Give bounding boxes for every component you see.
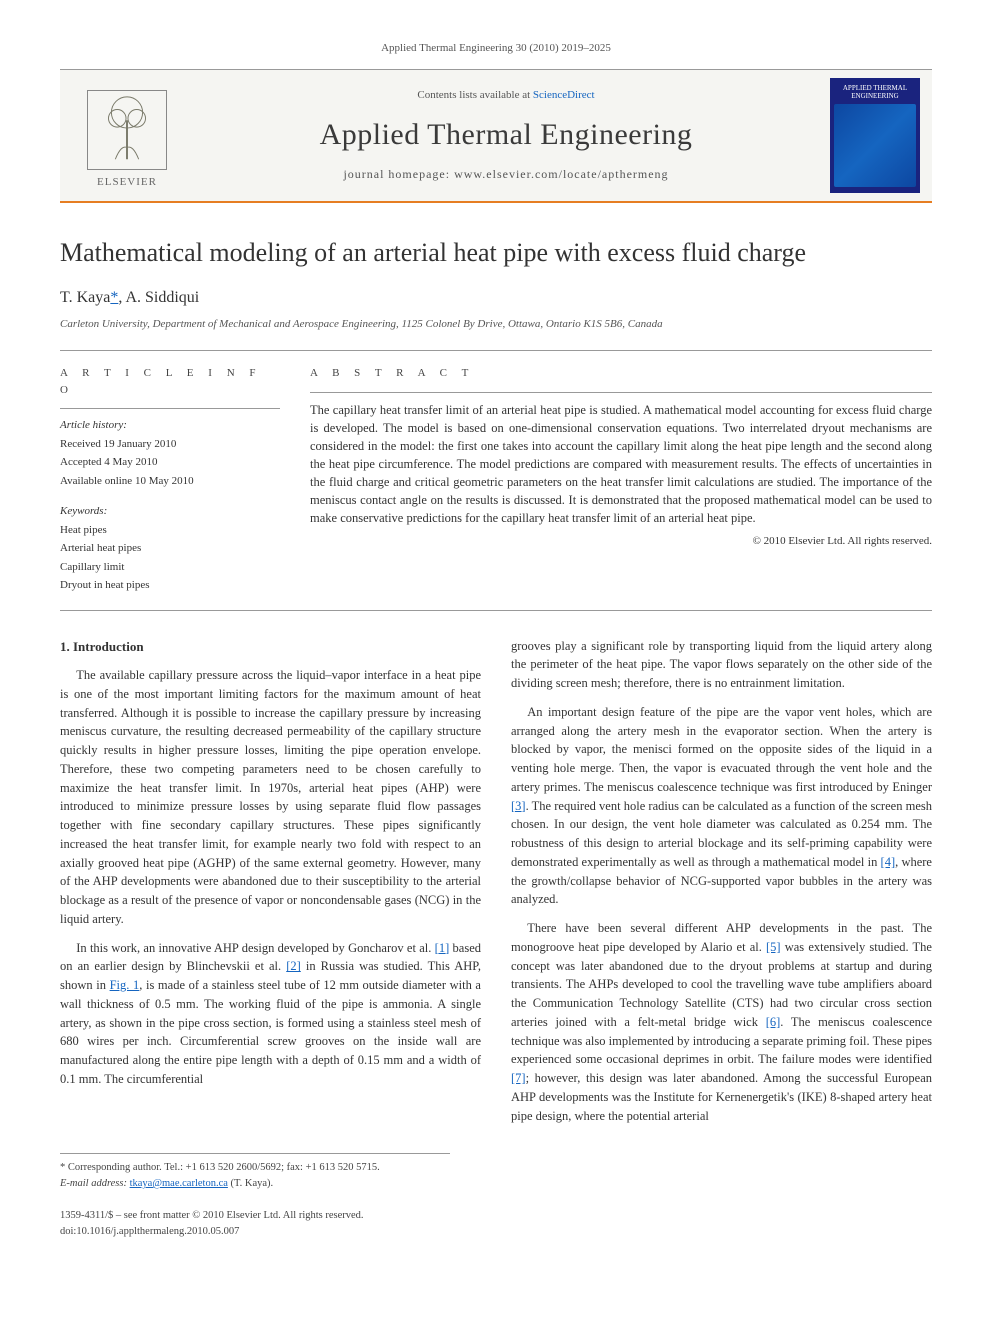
email-tail: (T. Kaya). [228,1178,273,1189]
keywords-head: Keywords: [60,503,280,520]
body-p3: grooves play a significant role by trans… [511,637,932,693]
p2-a: In this work, an innovative AHP design d… [76,941,434,955]
meta-row: A R T I C L E I N F O Article history: R… [60,365,932,596]
rule-top [60,350,932,351]
abstract-rule [310,392,932,393]
ref-2[interactable]: [2] [286,959,301,973]
email-line: E-mail address: tkaya@mae.carleton.ca (T… [60,1176,450,1192]
article-info: A R T I C L E I N F O Article history: R… [60,365,280,596]
journal-banner: ELSEVIER Contents lists available at Sci… [60,69,932,203]
article-title: Mathematical modeling of an arterial hea… [60,233,932,272]
p4-b: . The required vent hole radius can be c… [511,799,932,869]
email-label: E-mail address: [60,1178,130,1189]
banner-center: Contents lists available at ScienceDirec… [194,87,818,183]
author-2: , A. Siddiqui [118,289,199,306]
body-p5: There have been several different AHP de… [511,919,932,1125]
elsevier-tree-icon [87,90,167,170]
sciencedirect-link[interactable]: ScienceDirect [533,89,595,101]
contents-prefix: Contents lists available at [417,89,532,101]
keyword-3: Capillary limit [60,559,280,576]
keyword-4: Dryout in heat pipes [60,577,280,594]
body-p2: In this work, an innovative AHP design d… [60,939,481,1089]
history-received: Received 19 January 2010 [60,436,280,453]
info-rule [60,408,280,409]
keyword-1: Heat pipes [60,522,280,539]
author-1: T. Kaya [60,289,110,306]
cover-art [834,104,916,186]
journal-cover: APPLIED THERMAL ENGINEERING [830,78,920,193]
journal-homepage: journal homepage: www.elsevier.com/locat… [194,165,818,183]
rule-bottom [60,610,932,611]
p5-d: ; however, this design was later abandon… [511,1071,932,1123]
doi-line: doi:10.1016/j.applthermaleng.2010.05.007 [60,1224,932,1240]
ref-1[interactable]: [1] [435,941,450,955]
abstract-block: A B S T R A C T The capillary heat trans… [310,365,932,596]
ref-3[interactable]: [3] [511,799,526,813]
body-columns: 1. Introduction The available capillary … [60,637,932,1126]
section-1-heading: 1. Introduction [60,637,481,657]
abstract-body: The capillary heat transfer limit of an … [310,401,932,528]
body-p1: The available capillary pressure across … [60,666,481,929]
cover-title: APPLIED THERMAL ENGINEERING [834,84,916,101]
affiliation: Carleton University, Department of Mecha… [60,316,932,333]
contents-line: Contents lists available at ScienceDirec… [194,87,818,104]
ref-6[interactable]: [6] [766,1015,781,1029]
info-label: A R T I C L E I N F O [60,365,280,398]
history-online: Available online 10 May 2010 [60,473,280,490]
history-accepted: Accepted 4 May 2010 [60,454,280,471]
email-link[interactable]: tkaya@mae.carleton.ca [130,1178,228,1189]
fig-1-link[interactable]: Fig. 1 [110,978,140,992]
p2-d: , is made of a stainless steel tube of 1… [60,978,481,1086]
keyword-2: Arterial heat pipes [60,540,280,557]
elsevier-label: ELSEVIER [97,174,157,191]
corresponding-author-note: * Corresponding author. Tel.: +1 613 520… [60,1160,450,1176]
front-matter-line: 1359-4311/$ – see front matter © 2010 El… [60,1208,932,1224]
publisher-logo-block: ELSEVIER [72,80,182,190]
ref-5[interactable]: [5] [766,940,781,954]
journal-title: Applied Thermal Engineering [194,112,818,157]
abstract-label: A B S T R A C T [310,365,932,382]
abstract-copyright: © 2010 Elsevier Ltd. All rights reserved… [310,533,932,550]
ref-7[interactable]: [7] [511,1071,526,1085]
footnotes: * Corresponding author. Tel.: +1 613 520… [60,1153,450,1192]
ref-4[interactable]: [4] [881,855,896,869]
front-matter: 1359-4311/$ – see front matter © 2010 El… [60,1208,932,1240]
body-p4: An important design feature of the pipe … [511,703,932,909]
authors: T. Kaya*, A. Siddiqui [60,286,932,310]
p4-a: An important design feature of the pipe … [511,705,932,794]
running-head: Applied Thermal Engineering 30 (2010) 20… [60,40,932,57]
history-head: Article history: [60,417,280,434]
